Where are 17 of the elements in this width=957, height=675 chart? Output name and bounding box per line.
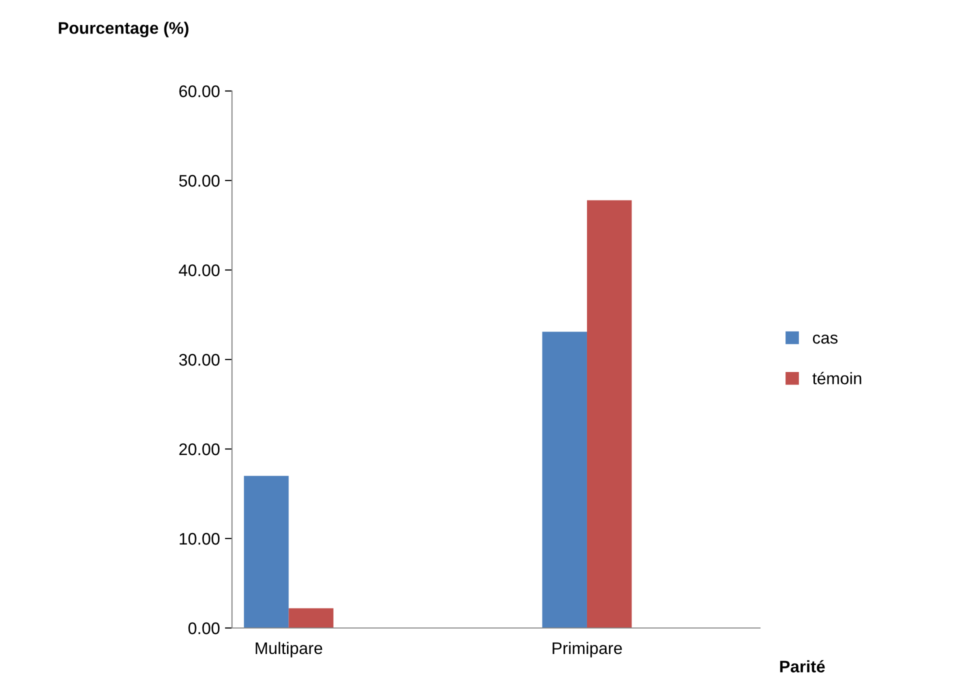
- legend-label: témoin: [812, 372, 862, 384]
- y-tick-label: 10.00: [180, 532, 220, 545]
- x-tick-label: Multipare: [256, 642, 322, 658]
- y-tick-label: 60.00: [179, 85, 220, 98]
- y-axis-title: Pourcentage (%): [58, 22, 188, 38]
- bar: [244, 476, 289, 628]
- y-tick-label: 0.00: [188, 622, 220, 634]
- x-axis-title: Parité: [780, 660, 825, 672]
- x-tick-label: Primipare: [552, 642, 622, 658]
- bar: [542, 332, 587, 628]
- bar: [586, 200, 632, 628]
- y-tick-label: 40.00: [178, 264, 220, 276]
- y-tick-label: 30.00: [179, 354, 220, 366]
- y-tick-label: 50.00: [179, 174, 220, 187]
- bar: [288, 608, 334, 628]
- y-tick-label: 20.00: [179, 443, 220, 456]
- legend-label: cas: [812, 334, 838, 344]
